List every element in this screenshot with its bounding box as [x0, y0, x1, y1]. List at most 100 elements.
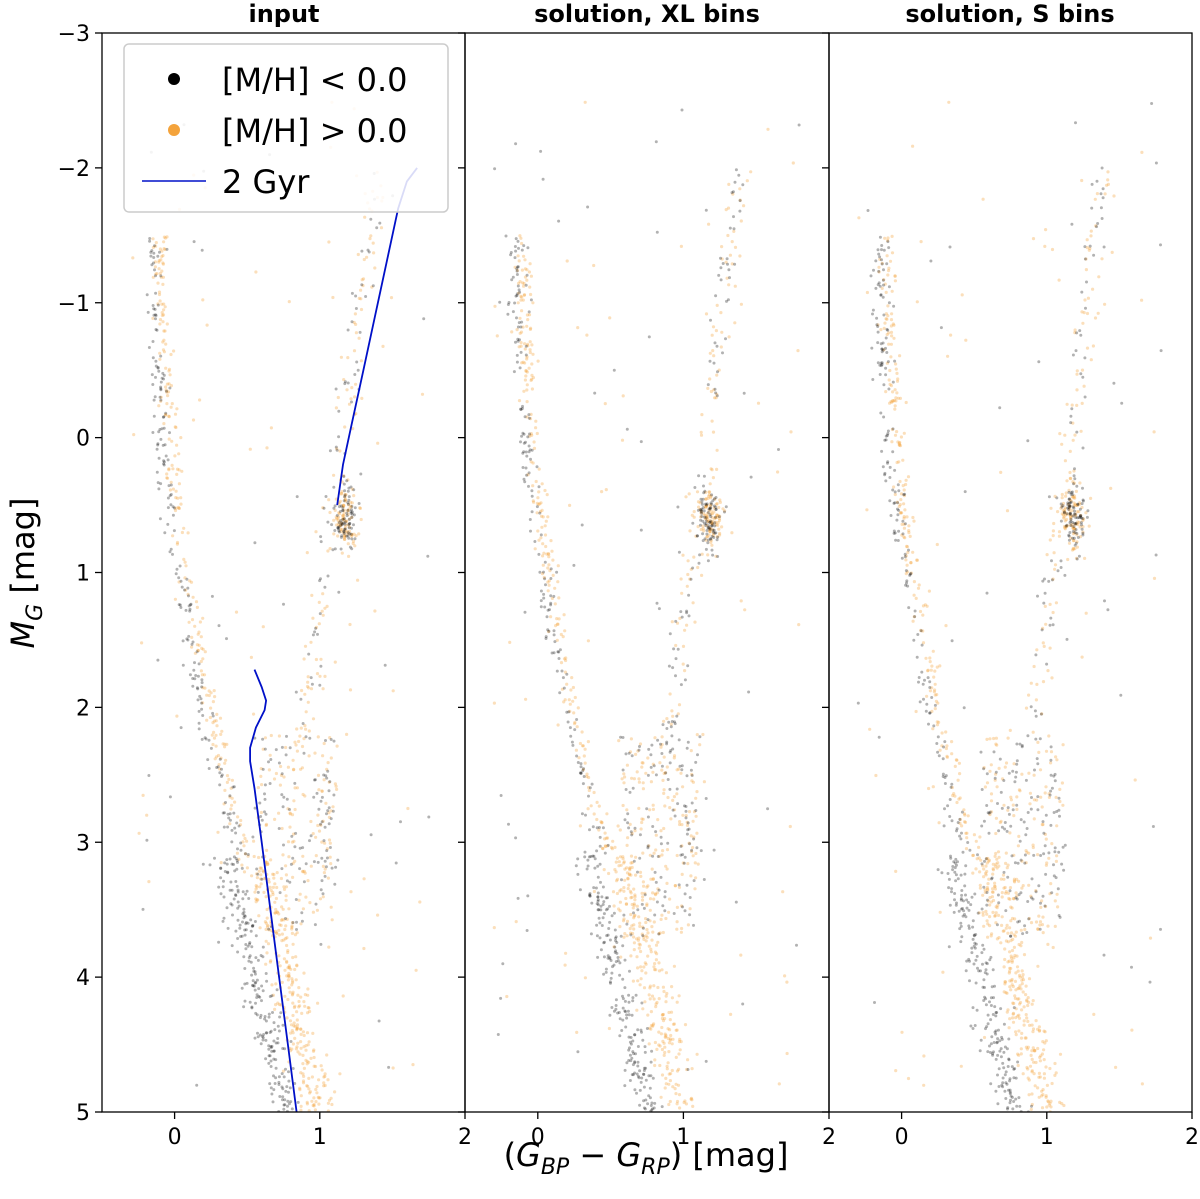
data-point-metal-poor	[231, 785, 235, 789]
data-point-metal-rich	[1037, 1029, 1041, 1033]
data-point-metal-rich	[1095, 192, 1099, 196]
data-point-metal-rich	[691, 854, 695, 858]
data-point-metal-rich	[1014, 1007, 1018, 1011]
data-point-metal-poor	[674, 657, 678, 661]
data-point-metal-poor	[1024, 778, 1028, 782]
data-point-metal-poor	[708, 507, 712, 511]
data-point-metal-rich	[1066, 557, 1070, 562]
data-point-metal-rich	[988, 903, 992, 907]
data-point-metal-rich	[285, 917, 289, 922]
data-point-metal-rich	[664, 1082, 668, 1086]
data-point-metal-poor	[973, 1024, 977, 1027]
data-point-metal-rich	[1027, 916, 1031, 921]
data-point-metal-poor	[923, 678, 926, 682]
data-point-metal-poor	[342, 521, 346, 525]
data-point-metal-poor	[511, 310, 515, 314]
data-point-metal-rich	[391, 689, 395, 693]
data-point-metal-rich	[890, 427, 895, 432]
data-point-metal-rich	[677, 1067, 681, 1071]
data-point-metal-poor	[672, 647, 676, 651]
data-point-metal-poor	[254, 956, 258, 960]
data-point-metal-rich	[175, 443, 179, 447]
data-point-metal-rich	[291, 992, 295, 996]
data-point-metal-poor	[209, 746, 213, 750]
data-point-metal-rich	[547, 583, 551, 587]
data-point-metal-rich	[1015, 894, 1019, 898]
data-point-metal-poor	[602, 941, 606, 945]
data-point-metal-poor	[665, 727, 669, 730]
data-point-metal-rich	[327, 945, 331, 949]
data-point-metal-rich	[526, 344, 530, 348]
data-point-metal-poor	[630, 1056, 634, 1060]
data-point-metal-rich	[928, 656, 932, 660]
data-point-metal-rich	[170, 402, 174, 406]
data-point-metal-poor	[891, 488, 895, 492]
data-point-metal-poor	[250, 924, 254, 928]
data-point-metal-poor	[162, 377, 165, 381]
data-point-metal-rich	[708, 529, 712, 533]
data-point-metal-rich	[273, 817, 277, 822]
data-point-metal-rich	[212, 736, 217, 740]
data-point-metal-poor	[549, 603, 553, 607]
data-point-metal-rich	[1046, 669, 1050, 673]
data-point-metal-rich	[1070, 403, 1074, 407]
data-point-metal-rich	[265, 860, 269, 865]
data-point-metal-poor	[1010, 854, 1014, 858]
data-point-metal-rich	[1073, 502, 1077, 506]
data-point-metal-poor	[339, 504, 343, 508]
data-point-metal-rich	[706, 553, 710, 557]
data-point-metal-poor	[330, 523, 334, 527]
data-point-metal-rich	[279, 876, 283, 881]
data-point-metal-poor	[948, 798, 952, 801]
data-point-metal-poor	[150, 263, 154, 267]
data-point-metal-poor	[1068, 511, 1072, 515]
data-point-metal-rich	[326, 1078, 330, 1082]
data-point-metal-rich	[707, 508, 711, 512]
data-point-metal-poor	[157, 456, 161, 460]
data-point-metal-rich	[989, 799, 994, 803]
data-point-metal-rich	[694, 876, 698, 880]
data-point-metal-rich	[865, 290, 870, 295]
data-point-metal-rich	[272, 872, 276, 877]
data-point-metal-rich	[347, 529, 352, 534]
data-point-metal-poor	[244, 947, 248, 951]
isochrone-upper-branch	[336, 167, 418, 506]
data-point-metal-poor	[627, 1000, 631, 1004]
data-point-metal-poor	[1053, 846, 1057, 850]
data-point-metal-rich	[986, 935, 990, 939]
data-point-metal-poor	[193, 661, 196, 665]
data-point-metal-poor	[329, 738, 333, 741]
data-point-metal-rich	[529, 274, 534, 278]
data-point-metal-poor	[714, 531, 718, 535]
data-point-metal-poor	[267, 1061, 271, 1065]
data-point-metal-poor	[236, 906, 240, 910]
data-point-metal-rich	[277, 954, 281, 958]
data-point-metal-poor	[588, 893, 592, 897]
data-point-metal-rich	[516, 254, 520, 258]
data-point-metal-rich	[912, 519, 916, 523]
data-point-metal-poor	[984, 1003, 988, 1007]
data-point-metal-poor	[631, 996, 635, 1000]
data-point-metal-poor	[675, 714, 679, 718]
data-point-metal-poor	[1081, 498, 1085, 502]
data-point-metal-poor	[709, 537, 713, 540]
data-point-metal-poor	[970, 951, 974, 955]
data-point-metal-poor	[337, 529, 341, 533]
data-point-metal-poor	[285, 797, 289, 801]
data-point-metal-rich	[285, 936, 289, 940]
data-point-metal-poor	[621, 1018, 625, 1022]
data-point-metal-poor	[178, 603, 182, 607]
data-point-metal-poor	[198, 694, 202, 698]
data-point-metal-rich	[221, 742, 225, 746]
data-point-metal-poor	[576, 761, 580, 764]
data-point-metal-rich	[663, 1017, 667, 1021]
data-point-metal-poor	[1026, 900, 1030, 903]
data-point-metal-poor	[1071, 493, 1075, 497]
data-point-metal-poor	[226, 812, 230, 816]
data-point-metal-rich	[1022, 1005, 1026, 1009]
data-point-metal-rich	[982, 875, 986, 879]
data-point-metal-poor	[698, 553, 702, 557]
data-point-metal-poor	[710, 534, 714, 538]
data-point-metal-rich	[900, 511, 904, 515]
data-point-metal-poor	[1042, 831, 1046, 835]
